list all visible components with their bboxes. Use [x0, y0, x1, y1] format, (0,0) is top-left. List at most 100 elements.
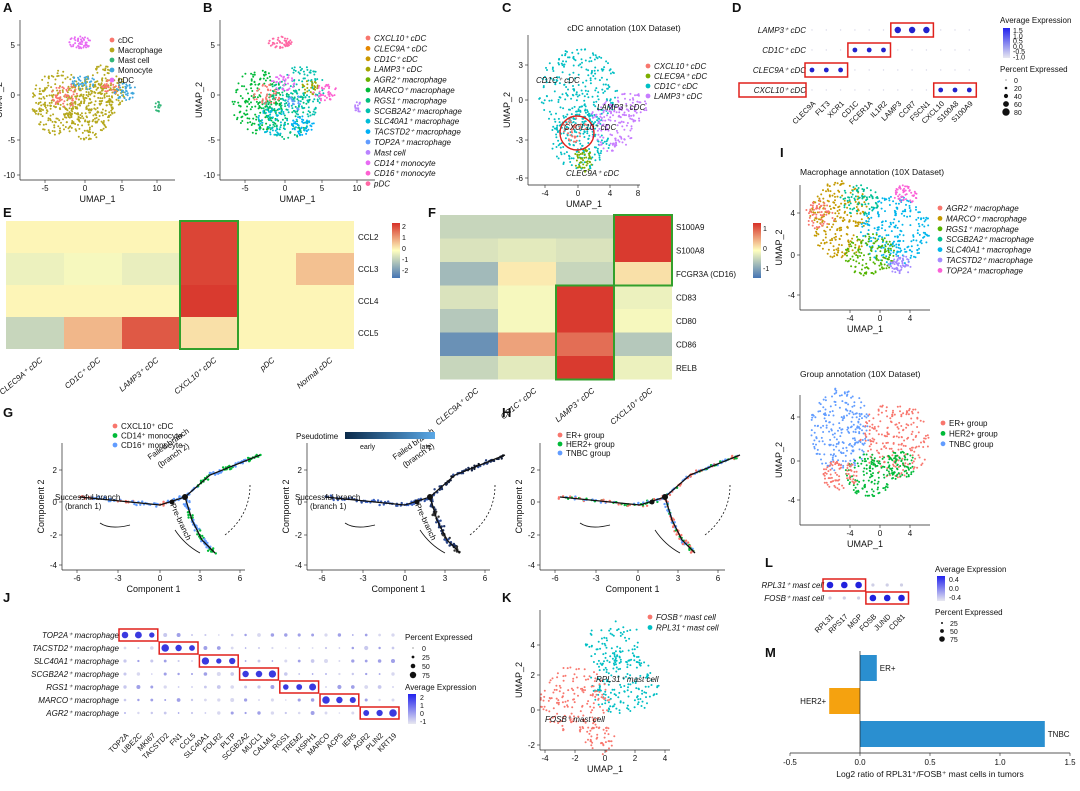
branch-annotation: Successful branch [295, 493, 360, 502]
cell-point [261, 119, 263, 122]
cell-point [327, 93, 330, 96]
block-highlight-box [804, 62, 849, 78]
cell-point [57, 69, 60, 72]
panel-a: A -5 0 5 10 5 0 -5 -10 UMAP_1 UMAP_2 cDC Macrophage… [0, 0, 200, 215]
cell-point [572, 71, 575, 74]
cell-point [325, 83, 328, 86]
cell-point [111, 106, 114, 109]
cell-point [905, 426, 908, 429]
cell-point [550, 99, 553, 102]
cell-point [904, 462, 907, 465]
cell-point [846, 254, 848, 257]
cell-point [859, 212, 862, 215]
cell-point [825, 468, 828, 471]
cell-point [103, 96, 106, 99]
cell-point [282, 111, 285, 113]
cell-point [903, 474, 906, 477]
cell-point [316, 94, 319, 96]
cell-point [187, 513, 190, 517]
heatmap-cell [498, 356, 556, 380]
cell-point [567, 120, 570, 123]
cell-point [896, 226, 899, 229]
heatmap-cell [556, 262, 614, 286]
cell-point [885, 409, 888, 412]
cell-point [883, 445, 886, 448]
cell-point [261, 100, 264, 103]
cell-point [593, 153, 596, 156]
cell-point [72, 82, 75, 85]
cell-point [605, 142, 608, 145]
cell-point [854, 187, 857, 190]
size-legend-dot [1003, 93, 1009, 99]
cell-point [439, 519, 442, 522]
cell-point [868, 413, 871, 416]
cell-point [64, 93, 67, 96]
cell-point [271, 129, 274, 132]
cell-point [49, 107, 52, 110]
cell-point [560, 142, 563, 145]
cell-point [600, 106, 603, 109]
cell-point [74, 42, 77, 45]
cell-point [637, 94, 640, 97]
cell-point [915, 239, 918, 242]
cell-point [241, 97, 244, 100]
cell-point [858, 456, 861, 459]
cell-point [603, 140, 606, 143]
branch-annotation: (branch 1) [65, 502, 102, 511]
cell-point [844, 469, 847, 472]
cell-point [854, 459, 856, 462]
cell-point [887, 433, 890, 436]
cell-point [302, 121, 305, 124]
cell-point [300, 131, 302, 134]
cell-point [57, 125, 60, 128]
panel-c: C cDC annotation (10X Dataset) CD1C⁺ cDC L… [500, 0, 730, 215]
cell-point [256, 96, 259, 99]
legend-marker [365, 118, 371, 124]
x-tick-label: 5 [320, 184, 325, 193]
cell-point [908, 409, 910, 412]
cell-point [288, 87, 291, 90]
cell-point [645, 504, 649, 507]
cell-point [839, 464, 842, 467]
cell-point [556, 131, 559, 134]
cell-point [833, 436, 836, 439]
cell-point [833, 432, 836, 435]
cell-point [630, 107, 633, 110]
cell-point [270, 103, 273, 106]
cell-point [913, 255, 915, 258]
cell-point [894, 224, 897, 227]
cell-point [117, 99, 120, 102]
cell-point [838, 475, 841, 478]
cell-point [182, 503, 186, 506]
cell-point [72, 93, 75, 96]
cell-point [855, 254, 858, 257]
cell-point [583, 95, 586, 98]
cell-point [100, 120, 103, 123]
cell-point [334, 87, 337, 90]
y-tick-label: 2 [298, 466, 303, 475]
cell-point [861, 449, 864, 452]
cell-point [851, 405, 854, 408]
cell-point [73, 84, 76, 86]
cell-point [686, 541, 690, 544]
cell-point [297, 104, 300, 107]
legend-marker [109, 47, 115, 53]
panel-c-letter: C [502, 0, 512, 15]
cell-point [74, 39, 77, 42]
cell-point [857, 246, 860, 249]
cell-point [557, 117, 560, 120]
cell-point [289, 96, 292, 99]
cell-point [876, 449, 878, 452]
cell-point [840, 244, 843, 247]
cell-point [239, 95, 242, 97]
cell-point [873, 479, 876, 482]
cell-point [47, 129, 50, 132]
cell-point [889, 221, 892, 224]
cell-point [258, 106, 261, 109]
cell-point [608, 86, 611, 88]
cell-point [862, 479, 865, 482]
cell-point [880, 411, 883, 414]
cell-point [835, 235, 837, 238]
cell-point [96, 107, 99, 109]
cell-point [291, 79, 294, 82]
